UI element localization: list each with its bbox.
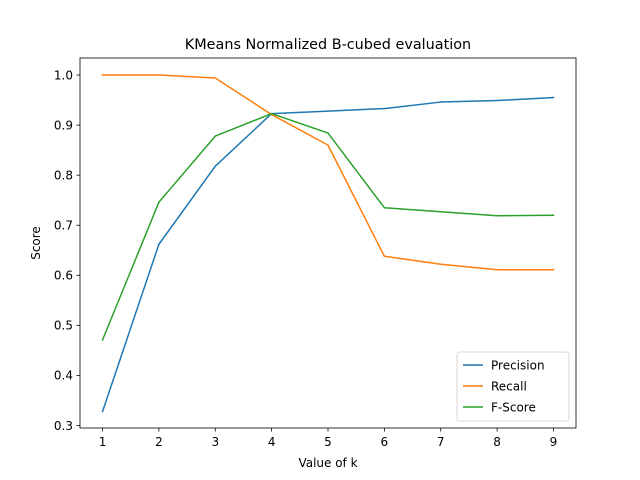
- x-tick-label: 7: [437, 435, 445, 449]
- x-tick-label: 3: [211, 435, 219, 449]
- legend-box: [456, 351, 570, 422]
- data-point-recall: [496, 269, 498, 271]
- legend: Precision Recall F-Score: [456, 351, 570, 422]
- data-point-precision: [101, 410, 104, 413]
- data-point-precision: [496, 99, 498, 102]
- data-point-f-score: [327, 132, 329, 134]
- legend-label-recall: Recall: [491, 379, 527, 393]
- data-point-recall: [383, 255, 386, 258]
- y-axis: 0.3 0.4 0.5 0.6 0.7 0.8 0.9 1.0: [54, 68, 80, 433]
- y-axis-label: Score: [29, 226, 43, 260]
- data-point-f-score: [101, 339, 104, 341]
- data-point-recall: [327, 144, 329, 146]
- x-tick-label: 6: [381, 435, 389, 449]
- x-tick-label: 4: [268, 435, 276, 449]
- data-point-recall: [439, 263, 442, 266]
- data-point-precision: [214, 165, 217, 167]
- data-point-precision: [439, 101, 442, 103]
- x-tick-label: 1: [99, 435, 107, 449]
- data-point-f-score: [552, 214, 555, 216]
- data-point-recall: [158, 74, 160, 76]
- x-tick-label: 5: [324, 435, 332, 449]
- x-axis: 1 2 3 4 5 6 7 8 9: [99, 428, 558, 449]
- legend-label-precision: Precision: [491, 358, 545, 372]
- data-point-f-score: [158, 201, 160, 203]
- y-tick-label: 1.0: [54, 68, 73, 82]
- y-tick-label: 0.5: [54, 319, 73, 333]
- data-point-recall: [214, 77, 217, 79]
- data-point-precision: [383, 107, 386, 110]
- y-tick-label: 0.4: [54, 369, 73, 383]
- y-tick-label: 0.8: [54, 168, 73, 182]
- data-point-precision: [327, 110, 329, 112]
- x-tick-label: 8: [493, 435, 501, 449]
- data-point-f-score: [496, 214, 498, 217]
- series-lines: [101, 74, 555, 413]
- data-point-recall: [101, 74, 104, 76]
- data-point-f-score: [214, 135, 217, 137]
- chart-title: KMeans Normalized B-cubed evaluation: [185, 37, 471, 53]
- data-point-recall: [552, 269, 555, 271]
- data-point-precision: [552, 96, 555, 99]
- y-tick-label: 0.3: [54, 419, 73, 433]
- x-tick-label: 9: [550, 435, 558, 449]
- x-tick-label: 2: [155, 435, 163, 449]
- data-point-f-score: [383, 206, 386, 209]
- x-axis-label: Value of k: [298, 456, 357, 470]
- data-point-f-score: [270, 112, 273, 115]
- y-tick-label: 0.9: [54, 118, 73, 132]
- y-tick-label: 0.6: [54, 269, 73, 283]
- y-tick-label: 0.7: [54, 219, 73, 233]
- legend-label-f-score: F-Score: [491, 400, 536, 414]
- data-point-precision: [158, 243, 160, 245]
- data-point-f-score: [439, 210, 442, 213]
